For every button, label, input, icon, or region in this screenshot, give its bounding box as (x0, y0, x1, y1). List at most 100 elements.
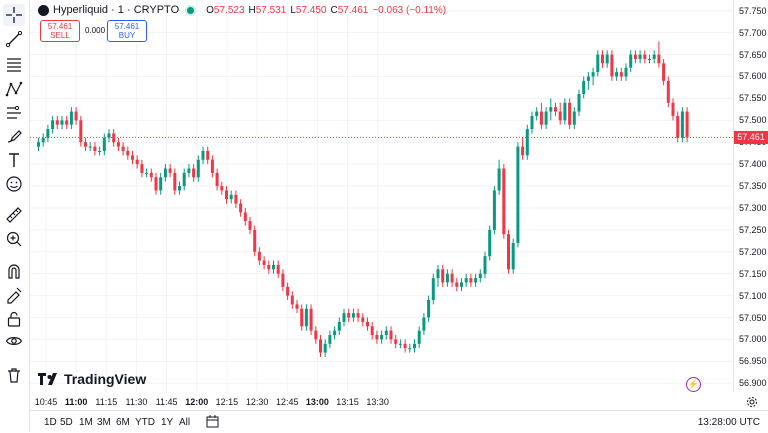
candle (295, 299, 299, 314)
candle (192, 164, 196, 182)
candle (497, 159, 501, 195)
price-tick-label: 56.900 (739, 378, 767, 389)
candle-body (450, 273, 454, 283)
candle (375, 330, 379, 344)
sell-label: SELL (50, 31, 70, 40)
candle (135, 155, 139, 169)
time-tick-label: 12:15 (215, 397, 239, 407)
gear-icon[interactable] (744, 394, 760, 410)
candle-body (521, 146, 525, 156)
time-scale[interactable]: 10:45 11:00 11:15 11:30 11:45 12:00 12:15 12:30… (30, 392, 733, 410)
magnet-icon[interactable] (3, 260, 25, 282)
candle-body (586, 76, 590, 81)
candle (253, 225, 257, 257)
candle (276, 260, 280, 279)
sell-button[interactable]: 57.461 SELL (40, 20, 80, 42)
range-button[interactable]: 1M (79, 417, 93, 428)
candle-body (394, 339, 398, 344)
range-button[interactable]: All (179, 417, 191, 428)
candle-body (530, 115, 534, 130)
fib-retracement-icon[interactable] (3, 53, 25, 75)
chart-pane[interactable] (30, 0, 733, 392)
candle-body (502, 168, 506, 235)
candle (624, 63, 628, 81)
range-button[interactable]: 1Y (161, 417, 174, 428)
candle (445, 269, 449, 287)
trash-icon[interactable] (3, 364, 25, 386)
candle (469, 273, 473, 287)
candle-body (234, 194, 238, 204)
emoji-icon[interactable] (3, 173, 25, 195)
candle-body (267, 264, 271, 270)
trend-line-icon[interactable] (3, 28, 25, 50)
candle (450, 269, 454, 287)
candle-body (591, 72, 595, 77)
range-button[interactable]: 5D (60, 417, 73, 428)
pattern-icon[interactable] (3, 78, 25, 100)
change-value: −0.063 (−0.11%) (372, 4, 447, 16)
candle (408, 343, 412, 353)
candle (370, 321, 374, 340)
low-value: 57.450 (295, 4, 327, 16)
eye-icon[interactable] (3, 330, 25, 352)
lock-drawing-icon[interactable] (3, 284, 25, 306)
candle-body (74, 111, 78, 121)
candle (394, 335, 398, 349)
candle-body (84, 142, 87, 147)
candle (502, 164, 506, 239)
lightning-icon[interactable]: ⚡ (686, 377, 701, 392)
candle (591, 67, 595, 86)
candle (549, 98, 553, 121)
ruler-icon[interactable] (3, 204, 25, 226)
candle-body (342, 313, 346, 322)
candle (615, 67, 619, 81)
price-scale[interactable]: 57.750 57.700 57.650 57.600 57.550 57.500 57.4… (733, 0, 768, 392)
candle (474, 273, 478, 287)
range-button[interactable]: 3M (97, 417, 111, 428)
candle-body (685, 111, 689, 138)
calendar-goto-icon[interactable] (206, 415, 219, 431)
candle-body (295, 304, 299, 309)
lock-icon[interactable] (3, 308, 25, 330)
price-tick-label: 57.550 (739, 93, 767, 104)
candle-body (488, 229, 492, 257)
candle (84, 137, 87, 151)
close-value: 57.461 (337, 4, 369, 16)
candle (516, 142, 520, 248)
candle (304, 304, 308, 331)
close-label: C (330, 4, 338, 16)
candle (525, 124, 529, 160)
candle (323, 339, 327, 357)
candlestick-chart[interactable] (30, 0, 733, 392)
range-button[interactable]: YTD (135, 417, 155, 428)
symbol-title[interactable]: Hyperliquid · 1 · CRYPTO (53, 4, 180, 16)
candle-body (337, 321, 341, 331)
candle (220, 181, 224, 195)
text-icon[interactable] (3, 149, 25, 171)
candle-body (511, 243, 515, 270)
candle-body (229, 194, 233, 200)
candle-body (643, 54, 647, 59)
candle (427, 295, 431, 322)
tradingview-watermark: TradingView (38, 371, 146, 387)
clock-timezone[interactable]: 13:28:00 UTC (697, 417, 760, 428)
brush-icon[interactable] (3, 126, 25, 148)
price-tick-label: 57.000 (739, 334, 767, 345)
time-tick-label: 13:15 (336, 397, 359, 407)
range-button[interactable]: 1D (44, 417, 57, 428)
candle (488, 225, 492, 261)
crosshair-icon[interactable] (3, 4, 25, 26)
candle-body (619, 72, 623, 77)
forecast-icon[interactable] (3, 102, 25, 124)
buy-price: 57.461 (114, 22, 140, 31)
candle (389, 326, 393, 344)
candle (337, 317, 341, 336)
candle-body (262, 260, 266, 265)
candle-body (398, 343, 402, 345)
zoom-in-icon[interactable] (3, 228, 25, 250)
candle-body (98, 150, 102, 152)
candle (657, 41, 661, 68)
buy-button[interactable]: 57.461 BUY (107, 20, 147, 42)
candle (102, 133, 106, 156)
range-button[interactable]: 6M (116, 417, 130, 428)
